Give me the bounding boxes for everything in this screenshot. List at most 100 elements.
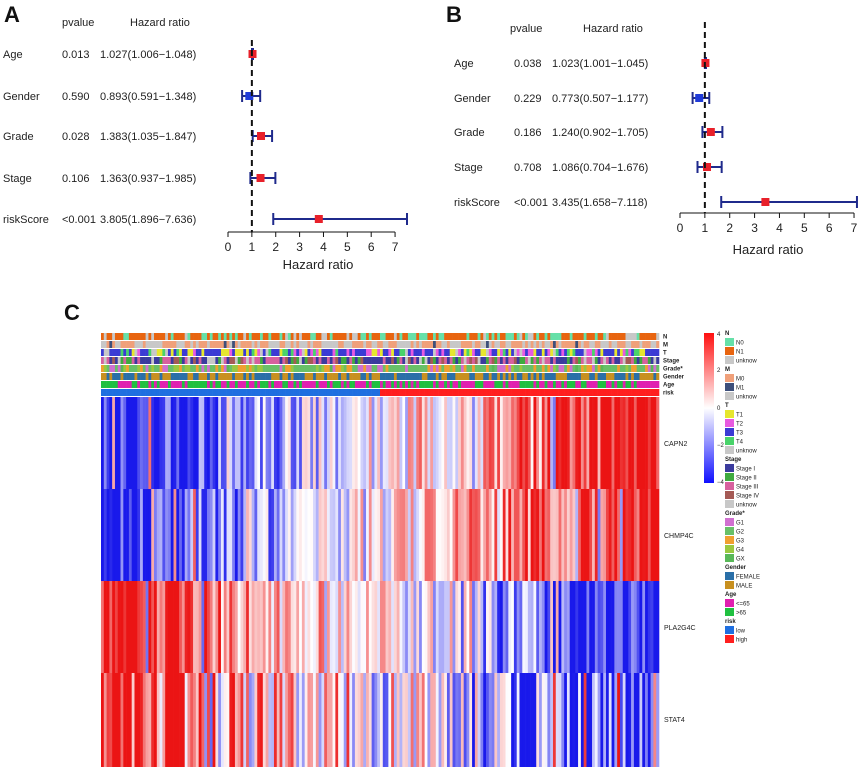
annotation-cell	[307, 357, 311, 364]
heatmap-cell	[287, 397, 292, 489]
annotation-cell	[368, 349, 372, 356]
annotation-cell	[134, 333, 138, 340]
annotation-cell	[338, 333, 342, 340]
annotation-cell	[260, 373, 264, 380]
annotation-cell	[463, 357, 467, 364]
heatmap-cell	[472, 397, 476, 489]
annotation-cell	[193, 373, 197, 380]
annotation-cell	[179, 365, 183, 372]
heatmap-cell	[525, 489, 529, 581]
annotation-cell	[251, 389, 255, 396]
annotation-cell	[179, 381, 183, 388]
annotation-cell	[340, 341, 345, 348]
heatmap-cell	[550, 581, 554, 673]
annotation-cell	[435, 381, 439, 388]
annotation-cell	[101, 365, 105, 372]
annotation-cell	[572, 365, 576, 372]
annotation-cell	[446, 333, 451, 340]
annotation-cell	[650, 341, 654, 348]
annotation-cell	[117, 381, 121, 388]
annotation-cell	[195, 333, 199, 340]
hr-header-a: Hazard ratio	[130, 17, 190, 29]
heatmap-cell	[399, 581, 403, 673]
annotation-cell	[544, 341, 548, 348]
heatmap-cell	[435, 489, 439, 581]
heatmap-cell	[650, 397, 654, 489]
annotation-cell	[301, 365, 305, 372]
heatmap-cell	[617, 581, 621, 673]
heatmap-cell	[371, 397, 375, 489]
annotation-cell	[260, 333, 264, 340]
annotation-cell	[187, 389, 191, 396]
annotation-cell	[419, 381, 423, 388]
annotation-cell	[145, 333, 149, 340]
annotation-cell	[363, 381, 367, 388]
heatmap-cell	[357, 397, 361, 489]
heatmap-cell	[120, 397, 124, 489]
annotation-cell	[368, 381, 372, 388]
legend-swatch	[725, 581, 734, 589]
row-hazard-ratio: 1.027(1.006−1.048)	[100, 49, 196, 61]
annotation-cell	[628, 389, 632, 396]
annotation-cell	[388, 381, 392, 388]
annotation-cell	[614, 389, 618, 396]
annotation-cell	[491, 389, 495, 396]
heatmap-cell	[366, 397, 370, 489]
annotation-cell	[519, 349, 523, 356]
heatmap-cell	[343, 581, 347, 673]
heatmap-cell	[525, 397, 529, 489]
annotation-cell	[446, 389, 451, 396]
annotation-cell	[204, 349, 208, 356]
row-label: Stage	[454, 162, 483, 174]
annotation-cell	[472, 365, 476, 372]
annotation-cell	[184, 381, 188, 388]
annotation-cell	[313, 365, 317, 372]
heatmap-cell	[460, 397, 464, 489]
heatmap-cell	[268, 397, 272, 489]
heatmap-cell	[491, 489, 495, 581]
heatmap-cell	[232, 581, 236, 673]
annotation-cell	[527, 341, 531, 348]
annotation-cell	[650, 365, 654, 372]
annotation-cell	[226, 349, 230, 356]
annotation-cell	[558, 341, 562, 348]
annotation-cell	[474, 389, 478, 396]
annotation-cell	[541, 373, 545, 380]
heatmap-cell	[109, 581, 113, 673]
heatmap-cell	[466, 397, 470, 489]
annotation-cell	[173, 389, 177, 396]
annotation-cell	[198, 357, 202, 364]
heatmap-cell	[106, 397, 110, 489]
annotation-cell	[226, 357, 230, 364]
heatmap-cell	[363, 397, 367, 489]
annotation-cell	[583, 373, 587, 380]
annotation-cell	[583, 389, 587, 396]
annotation-cell	[619, 389, 624, 396]
x-tick-label: 4	[320, 240, 327, 254]
heatmap-cell	[377, 581, 381, 673]
annotation-cell	[170, 333, 174, 340]
annotation-cell	[650, 349, 654, 356]
annotation-cell	[193, 333, 197, 340]
heatmap-cell	[480, 673, 484, 767]
row-label: Age	[3, 49, 23, 61]
heatmap-cell	[193, 673, 197, 767]
annotation-cell	[324, 373, 328, 380]
heatmap-cell	[460, 581, 464, 673]
row-label: riskScore	[454, 197, 500, 209]
annotation-cell	[396, 373, 400, 380]
heatmap-cell	[282, 489, 286, 581]
heatmap-cell	[285, 673, 289, 767]
annotation-cell	[332, 365, 336, 372]
annotation-cell	[301, 373, 305, 380]
annotation-cell	[170, 357, 174, 364]
heatmap-cell	[243, 489, 247, 581]
heatmap-cell	[357, 581, 361, 673]
annotation-cell	[368, 333, 372, 340]
heatmap-cell	[162, 581, 166, 673]
legend-swatch	[725, 464, 734, 472]
annotation-cell	[201, 341, 205, 348]
heatmap-cell	[399, 673, 403, 767]
annotation-cell	[633, 373, 637, 380]
annotation-cell	[321, 365, 325, 372]
